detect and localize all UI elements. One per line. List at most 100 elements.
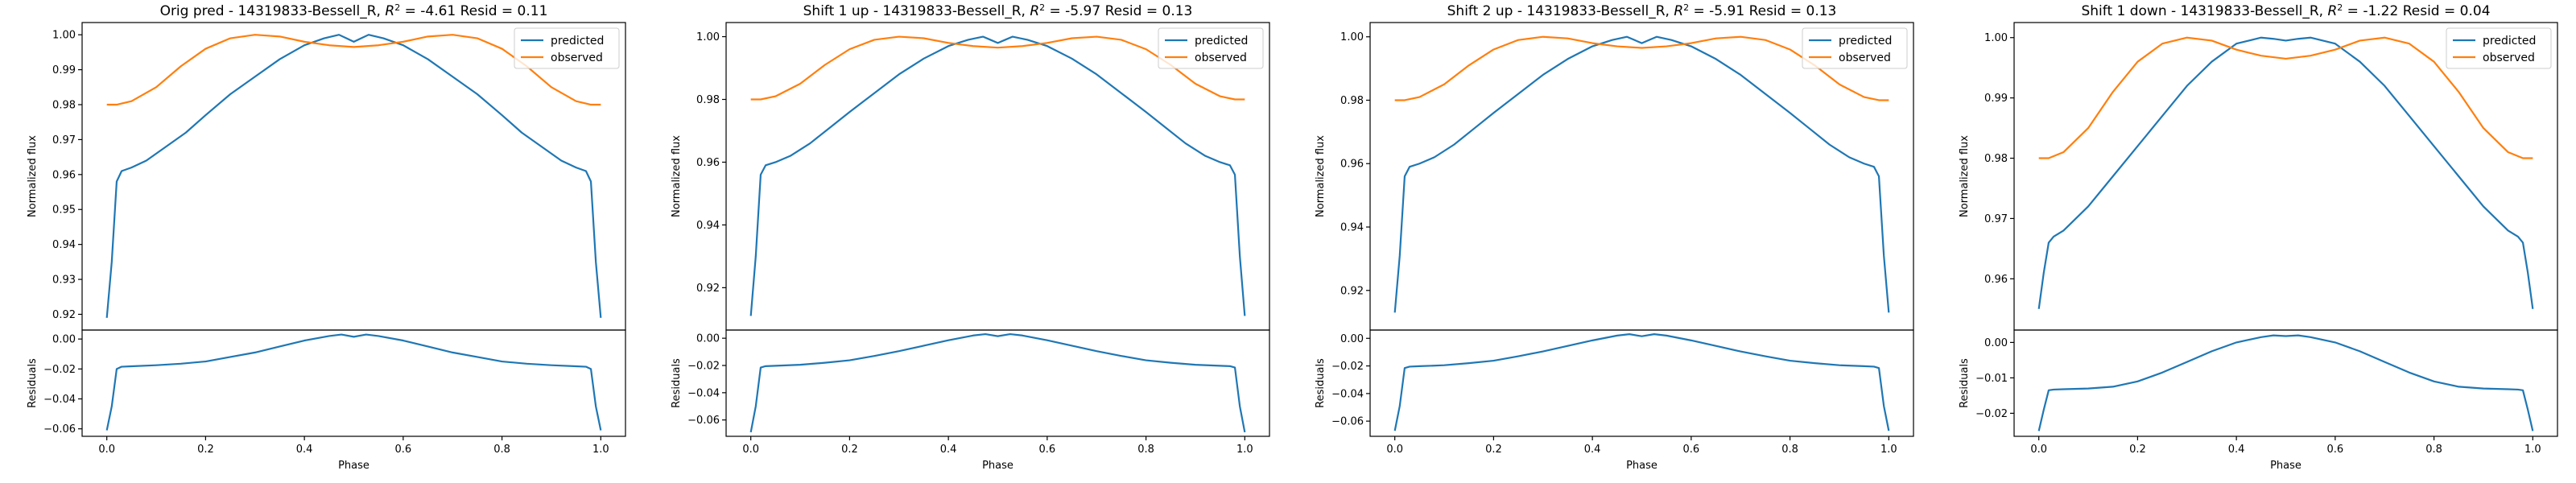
- legend: predicted observed: [514, 27, 620, 69]
- x-tick-label: 0.0: [1386, 444, 1403, 456]
- legend-box: [514, 27, 620, 69]
- residual-y-tick-label: −0.02: [1331, 361, 1364, 373]
- y-tick-label: 0.96: [1340, 159, 1364, 171]
- x-tick-label: 0.6: [395, 444, 412, 456]
- x-tick-label: 0.8: [1781, 444, 1798, 456]
- series-line-observed: [106, 34, 601, 106]
- x-tick-label: 0.8: [2425, 444, 2442, 456]
- series-line-observed: [1394, 35, 1889, 101]
- x-tick-label: 0.8: [1137, 444, 1154, 456]
- y-tick-label: 0.92: [1340, 285, 1364, 297]
- x-tick-label: 0.6: [1039, 444, 1056, 456]
- residual-y-tick-label: 0.00: [696, 333, 720, 345]
- residual-y-tick-label: −0.04: [1331, 388, 1364, 400]
- x-axis-label: Phase: [982, 460, 1013, 472]
- series-line-observed: [2038, 36, 2533, 159]
- panel-title: Shift 1 down - 14319833-Bessell_R, R2 = …: [2081, 2, 2490, 20]
- x-tick-label: 1.0: [592, 444, 609, 456]
- panel-1: Orig pred - 14319833-Bessell_R, R2 = -4.…: [27, 2, 626, 472]
- series-line-observed: [750, 35, 1245, 101]
- y-axis-label: Normalized flux: [1315, 135, 1327, 217]
- y-tick-label: 0.94: [696, 220, 720, 232]
- series-line-predicted: [1393, 35, 1890, 313]
- legend: predicted observed: [1802, 27, 1908, 69]
- residual-y-tick-label: 0.00: [1340, 333, 1364, 345]
- y-tick-label: 1.00: [696, 31, 720, 43]
- panel-3: Shift 2 up - 14319833-Bessell_R, R2 = -5…: [1315, 2, 1914, 472]
- x-tick-label: 0.4: [2228, 444, 2245, 456]
- residual-y-tick-label: −0.06: [1331, 416, 1364, 428]
- residual-y-axis-label: Residuals: [1315, 358, 1327, 408]
- residual-line: [1393, 333, 1890, 431]
- residual-axes-frame: [725, 329, 1270, 437]
- y-tick-label: 0.98: [52, 100, 76, 112]
- legend-label-predicted: predicted: [1195, 35, 1248, 47]
- x-tick-label: 1.0: [1880, 444, 1897, 456]
- y-tick-label: 0.96: [696, 157, 720, 169]
- x-tick-label: 0.0: [742, 444, 759, 456]
- y-tick-label: 0.98: [696, 94, 720, 106]
- series-line-predicted: [749, 35, 1246, 316]
- x-tick-label: 1.0: [2524, 444, 2541, 456]
- legend-label-observed: observed: [551, 52, 603, 64]
- x-tick-label: 0.2: [2129, 444, 2146, 456]
- y-tick-label: 0.92: [52, 309, 76, 321]
- x-tick-label: 0.8: [493, 444, 510, 456]
- residual-axes-frame: [2013, 329, 2558, 437]
- x-tick-label: 0.0: [98, 444, 115, 456]
- panel-title: Shift 1 up - 14319833-Bessell_R, R2 = -5…: [803, 2, 1193, 20]
- y-axis-label: Normalized flux: [671, 135, 683, 217]
- y-tick-label: 1.00: [1984, 32, 2008, 44]
- y-tick-label: 0.94: [1340, 222, 1364, 234]
- panel-2: Shift 1 up - 14319833-Bessell_R, R2 = -5…: [671, 2, 1270, 472]
- y-tick-label: 1.00: [52, 30, 76, 42]
- x-tick-label: 0.0: [2030, 444, 2047, 456]
- legend: predicted observed: [2446, 27, 2552, 69]
- residual-y-tick-label: −0.02: [43, 364, 76, 376]
- x-tick-label: 0.6: [2327, 444, 2344, 456]
- legend-label-observed: observed: [1839, 52, 1891, 64]
- x-axis-label: Phase: [338, 460, 369, 472]
- legend-label-predicted: predicted: [1839, 35, 1892, 47]
- y-tick-label: 0.96: [52, 169, 76, 181]
- residual-y-axis-label: Residuals: [1959, 358, 1971, 408]
- legend-label-observed: observed: [1195, 52, 1247, 64]
- panel-title: Orig pred - 14319833-Bessell_R, R2 = -4.…: [160, 2, 548, 20]
- x-tick-label: 0.4: [1584, 444, 1601, 456]
- y-axis-label: Normalized flux: [1959, 135, 1971, 217]
- legend-label-observed: observed: [2483, 52, 2535, 64]
- residual-y-tick-label: −0.02: [687, 361, 720, 373]
- y-tick-label: 0.98: [1984, 153, 2008, 165]
- residual-y-tick-label: −0.04: [687, 387, 720, 399]
- residual-y-tick-label: 0.00: [1984, 337, 2008, 349]
- y-tick-label: 0.95: [52, 204, 76, 217]
- x-tick-label: 0.4: [940, 444, 957, 456]
- y-tick-label: 0.92: [696, 283, 720, 295]
- legend-box: [1158, 27, 1264, 69]
- x-tick-label: 0.2: [1485, 444, 1502, 456]
- series-line-predicted: [2037, 36, 2534, 309]
- legend-box: [2446, 27, 2552, 69]
- panel-title: Shift 2 up - 14319833-Bessell_R, R2 = -5…: [1447, 2, 1837, 20]
- x-axis-label: Phase: [2270, 460, 2301, 472]
- y-tick-label: 0.93: [52, 275, 76, 287]
- x-tick-label: 1.0: [1236, 444, 1253, 456]
- residual-y-tick-label: 0.00: [52, 334, 76, 346]
- y-tick-label: 0.99: [52, 64, 76, 76]
- series-line-predicted: [105, 34, 602, 318]
- x-tick-label: 0.2: [197, 444, 214, 456]
- residual-y-axis-label: Residuals: [27, 358, 39, 408]
- panel-4: Shift 1 down - 14319833-Bessell_R, R2 = …: [1959, 2, 2558, 472]
- residual-y-tick-label: −0.01: [1975, 373, 2008, 385]
- x-tick-label: 0.6: [1683, 444, 1700, 456]
- legend: predicted observed: [1158, 27, 1264, 69]
- residual-y-tick-label: −0.02: [1975, 408, 2008, 420]
- y-axis-label: Normalized flux: [27, 135, 39, 217]
- residual-line: [749, 332, 1246, 433]
- residual-line: [2037, 334, 2534, 431]
- legend-label-predicted: predicted: [2483, 35, 2536, 47]
- legend-label-predicted: predicted: [551, 35, 604, 47]
- residual-y-tick-label: −0.06: [687, 415, 720, 427]
- y-tick-label: 0.97: [52, 134, 76, 147]
